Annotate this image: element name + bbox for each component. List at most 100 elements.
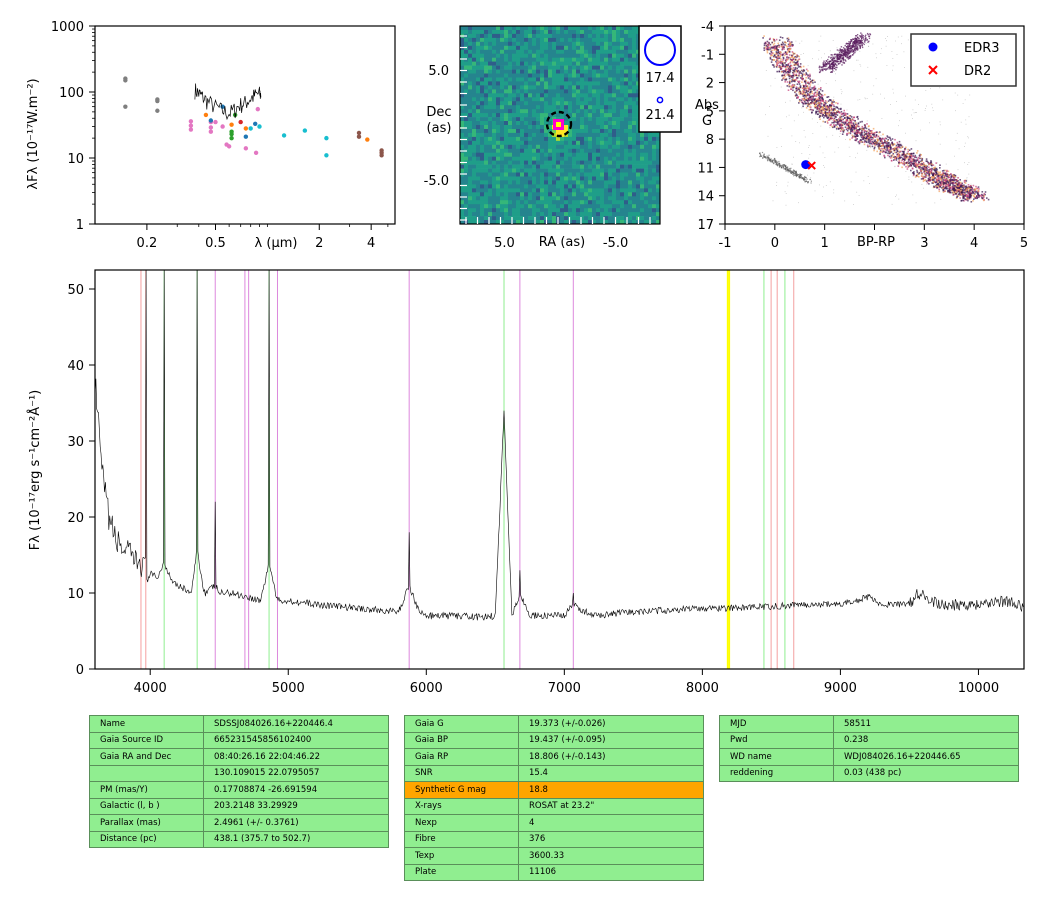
hr-density-point	[814, 87, 817, 90]
hr-density-point	[807, 77, 810, 79]
image-pixel	[608, 180, 613, 185]
image-pixel	[560, 220, 565, 225]
image-pixel	[496, 156, 501, 161]
image-pixel	[508, 164, 513, 169]
image-pixel	[508, 89, 513, 94]
image-pixel	[552, 144, 557, 150]
hr-density-point	[829, 115, 831, 118]
image-pixel	[652, 208, 657, 213]
hr-density-point	[876, 140, 879, 143]
hr-density-point	[854, 127, 857, 130]
image-pixel	[576, 97, 581, 102]
image-pixel	[620, 176, 625, 181]
image-pixel	[496, 26, 501, 31]
image-pixel	[540, 61, 545, 66]
hr-density-point	[854, 125, 857, 128]
image-pixel	[564, 89, 569, 94]
image-pixel	[560, 176, 565, 181]
image-pixel	[604, 148, 609, 154]
hr-density-point	[928, 166, 930, 169]
hr-density-point	[769, 52, 771, 55]
hr-density-point	[944, 182, 946, 185]
image-pixel	[620, 30, 625, 35]
image-pixel	[524, 105, 529, 110]
image-pixel	[636, 176, 641, 181]
sed-point	[243, 126, 249, 131]
image-pixel	[540, 30, 545, 35]
image-pixel	[632, 89, 637, 94]
image-pixel	[564, 200, 569, 205]
image-pixel	[476, 160, 481, 165]
image-pixel	[508, 109, 513, 114]
hr-density-point	[791, 79, 793, 81]
image-pixel	[472, 152, 477, 157]
image-pixel	[576, 156, 581, 161]
hr-density-point	[776, 52, 778, 54]
image-pixel	[648, 132, 653, 138]
image-pixel	[524, 136, 529, 142]
hr-density-point	[945, 182, 947, 185]
sed-point	[155, 108, 160, 113]
image-pixel	[628, 45, 633, 51]
hr-density-point	[789, 48, 791, 51]
hr-density-point	[801, 69, 803, 72]
image-pixel	[576, 26, 581, 31]
hr-density-point	[807, 93, 809, 96]
hr-density-point	[849, 138, 851, 141]
image-pixel	[484, 164, 489, 169]
image-pixel	[544, 121, 549, 126]
image-pixel	[648, 168, 653, 173]
image-pixel	[468, 172, 473, 177]
image-pixel	[628, 117, 633, 122]
image-pixel	[520, 49, 525, 55]
hr-density-point	[859, 139, 862, 141]
image-pixel	[600, 140, 605, 146]
hr-density-point	[820, 93, 823, 96]
image-pixel	[476, 208, 481, 213]
image-pixel	[596, 45, 601, 51]
image-pixel	[500, 192, 505, 197]
image-pixel	[548, 140, 553, 146]
hr-density-point	[903, 159, 906, 161]
hr-density-point	[935, 178, 938, 180]
image-pixel	[628, 152, 633, 157]
image-pixel	[564, 26, 569, 31]
image-pixel	[608, 57, 613, 62]
hr-density-point	[965, 197, 968, 200]
image-pixel	[624, 33, 629, 39]
image-pixel	[492, 97, 497, 102]
image-pixel	[560, 101, 565, 106]
hr-density-point	[777, 42, 779, 45]
image-pixel	[500, 49, 505, 55]
image-pixel	[628, 208, 633, 213]
image-pixel	[568, 26, 573, 31]
sed-point	[281, 133, 287, 138]
image-pixel	[576, 132, 581, 138]
image-pixel	[548, 212, 553, 217]
image-pixel	[488, 33, 493, 39]
image-pixel	[536, 49, 541, 55]
hr-density-point	[967, 198, 969, 200]
image-pixel	[600, 69, 605, 74]
image-pixel	[552, 85, 557, 90]
hr-density-point	[789, 66, 791, 68]
hr-density-point	[768, 48, 770, 51]
image-pixel	[556, 188, 561, 193]
image-pixel	[512, 53, 517, 58]
hr-density-point	[906, 152, 908, 155]
image-pixel	[600, 45, 605, 51]
hr-density-point	[887, 136, 889, 139]
image-pixel	[524, 113, 529, 118]
hr-density-point	[860, 132, 862, 135]
image-pixel	[532, 113, 537, 118]
image-pixel	[552, 220, 557, 225]
image-pixel	[612, 57, 617, 62]
image-pixel	[644, 152, 649, 157]
image-pixel	[540, 208, 545, 213]
image-pixel	[480, 168, 485, 173]
hr-density-point	[945, 185, 947, 187]
image-pixel	[496, 77, 501, 82]
image-pixel	[608, 144, 613, 150]
image-pixel	[528, 220, 533, 225]
image-pixel	[468, 180, 473, 185]
